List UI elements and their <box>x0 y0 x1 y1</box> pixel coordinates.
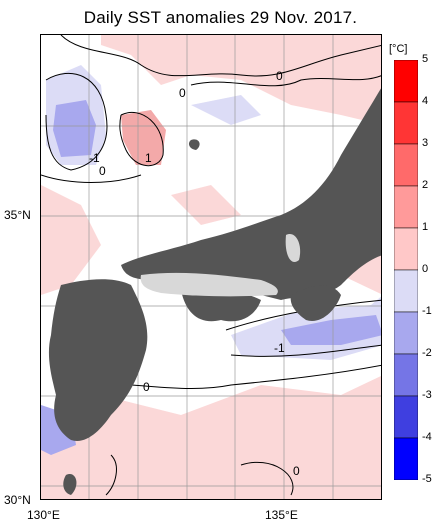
contour-label-2: 0 <box>276 69 283 83</box>
colorbar <box>394 60 418 480</box>
colorbar-tick-label: -5 <box>422 473 432 485</box>
shikoku <box>181 288 261 322</box>
colorbar-tick-label: 3 <box>422 137 429 149</box>
warm-patch-sea <box>171 185 241 225</box>
colorbar-tick-label: 1 <box>422 221 429 233</box>
colorbar-band <box>394 437 418 480</box>
chart-title: Daily SST anomalies 29 Nov. 2017. <box>83 8 358 27</box>
cool-patch-ne <box>191 95 261 125</box>
kii-peninsula <box>290 285 341 321</box>
cool-anomaly-areas <box>41 65 381 455</box>
colorbar-tick-label: 2 <box>422 179 429 191</box>
colorbar-band <box>394 395 418 439</box>
colorbar-band <box>394 185 418 229</box>
lon-label-135e: 135°E <box>265 508 298 522</box>
colorbar-band <box>394 353 418 397</box>
kyushu <box>48 279 148 441</box>
colorbar-tick-label: 5 <box>422 53 429 65</box>
lat-label-30n: 30°N <box>4 493 31 507</box>
honshu <box>121 88 381 300</box>
colorbar-band <box>394 143 418 187</box>
land-japan <box>48 88 381 495</box>
colorbar-tick-label: -1 <box>422 305 432 317</box>
contour-label-1: 0 <box>179 86 186 100</box>
sst-map: 0 0 -1 0 1 -1 0 0 <box>40 34 382 500</box>
contour-label-group: 0 0 -1 0 1 -1 0 0 <box>89 69 300 478</box>
tanegashima <box>63 474 77 495</box>
cool-patch-minus1-s <box>281 315 381 345</box>
contour-label-5: 1 <box>145 151 152 165</box>
colorbar-unit: [°C] <box>389 43 408 55</box>
colorbar-tick-label: -4 <box>422 431 432 443</box>
cool-patch-minus1-nw <box>53 100 96 157</box>
colorbar-tick-label: -2 <box>422 347 432 359</box>
contour-label-6: -1 <box>274 341 285 355</box>
lake-biwa <box>285 234 301 263</box>
contour-label-4: 0 <box>99 164 106 178</box>
contour-label-7: 0 <box>143 380 150 394</box>
contour-label-3: -1 <box>89 151 100 165</box>
colorbar-band <box>394 60 418 103</box>
lat-label-35n: 35°N <box>4 208 31 222</box>
contour-label-8: 0 <box>293 464 300 478</box>
oki-island <box>188 139 200 150</box>
colorbar-band <box>394 269 418 313</box>
colorbar-tick-label: 4 <box>422 95 429 107</box>
sst-map-svg: 0 0 -1 0 1 -1 0 0 <box>41 35 381 499</box>
warm-patch-north <box>101 35 381 125</box>
colorbar-band <box>394 101 418 145</box>
warm-patch-south <box>41 375 381 499</box>
lon-label-130e: 130°E <box>27 508 60 522</box>
colorbar-band <box>394 311 418 355</box>
warm-patch-west <box>41 185 101 295</box>
warm-patch-1 <box>121 110 166 165</box>
seto-inland-sea <box>140 272 278 297</box>
colorbar-band <box>394 227 418 271</box>
colorbar-tick-label: 0 <box>422 263 429 275</box>
colorbar-tick-label: -3 <box>422 389 432 401</box>
